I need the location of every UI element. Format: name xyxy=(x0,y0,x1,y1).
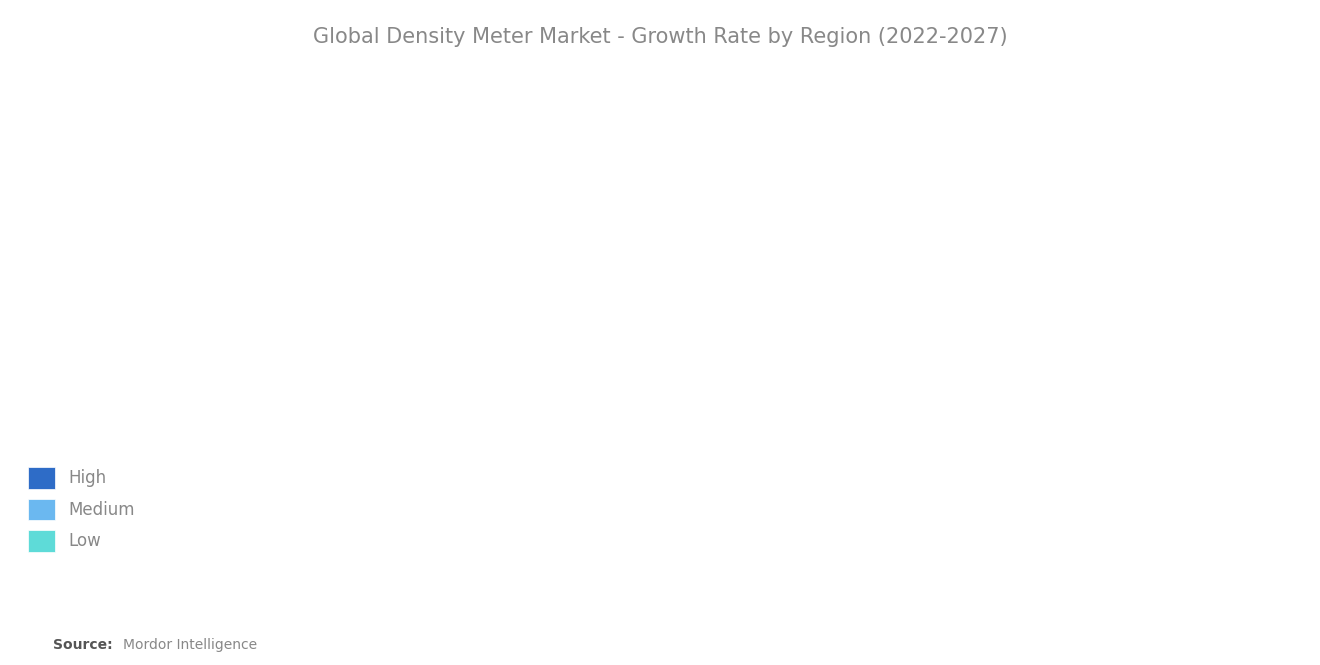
Legend: High, Medium, Low: High, Medium, Low xyxy=(21,461,141,558)
Text: Source:: Source: xyxy=(53,638,112,652)
Text: Global Density Meter Market - Growth Rate by Region (2022-2027): Global Density Meter Market - Growth Rat… xyxy=(313,27,1007,47)
Text: Mordor Intelligence: Mordor Intelligence xyxy=(123,638,257,652)
